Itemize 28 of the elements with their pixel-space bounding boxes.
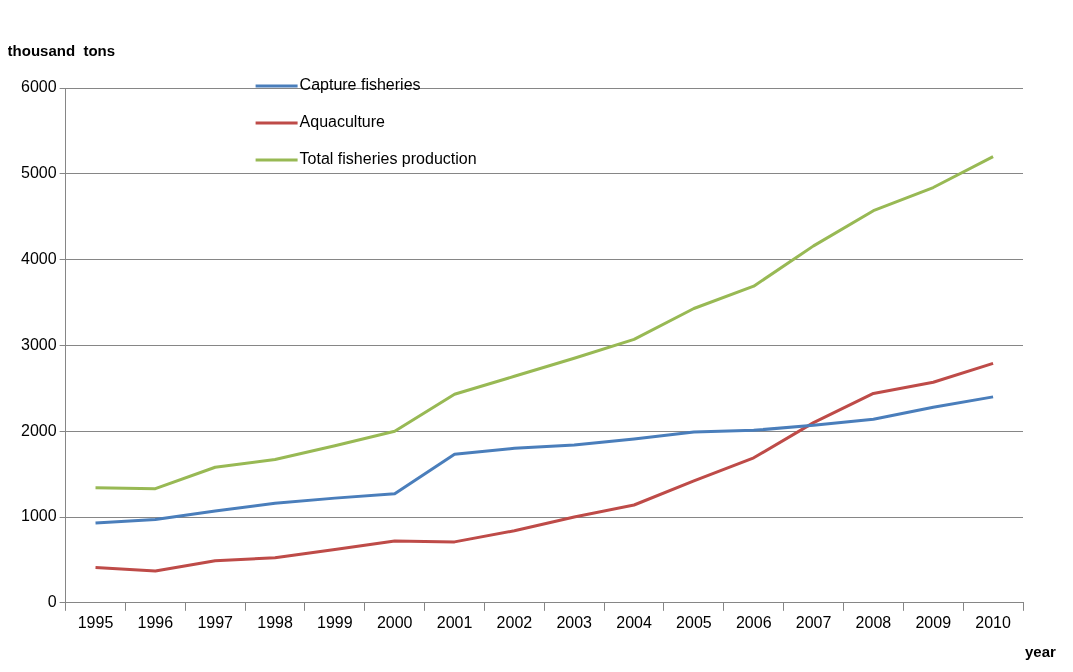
- x-tick-label: 1998: [257, 613, 293, 631]
- x-tick-label: 1999: [317, 613, 353, 631]
- x-tick-label: 2001: [436, 613, 473, 631]
- x-tick-label: 2002: [496, 613, 533, 631]
- x-axis-title: year: [1025, 642, 1057, 660]
- x-tick-label: 1997: [197, 613, 234, 631]
- x-tick-label: 2004: [616, 613, 652, 631]
- y-tick-label: 0: [47, 593, 57, 611]
- x-tick-label: 2009: [915, 613, 952, 631]
- x-tick-label: 1995: [77, 613, 114, 631]
- y-axis-title: thousand tons: [7, 42, 116, 60]
- x-tick-label: 2000: [376, 613, 413, 631]
- x-tick-label: 2003: [556, 613, 593, 631]
- x-tick-label: 1996: [137, 613, 174, 631]
- y-tick-label: 1000: [21, 507, 57, 525]
- x-tick-label: 2010: [975, 613, 1011, 631]
- y-tick-label: 5000: [21, 164, 57, 182]
- legend-label: Aquaculture: [299, 113, 386, 131]
- legend-label: Capture fisheries: [299, 76, 421, 94]
- x-tick-label: 2007: [795, 613, 832, 631]
- x-tick-label: 2005: [676, 613, 712, 631]
- legend-label: Total fisheries production: [299, 150, 477, 168]
- x-tick-label: 2006: [735, 613, 772, 631]
- y-tick-label: 3000: [21, 335, 57, 353]
- y-tick-label: 4000: [21, 250, 57, 268]
- x-tick-label: 2008: [855, 613, 892, 631]
- y-tick-label: 2000: [21, 421, 57, 439]
- y-tick-label: 6000: [21, 78, 57, 96]
